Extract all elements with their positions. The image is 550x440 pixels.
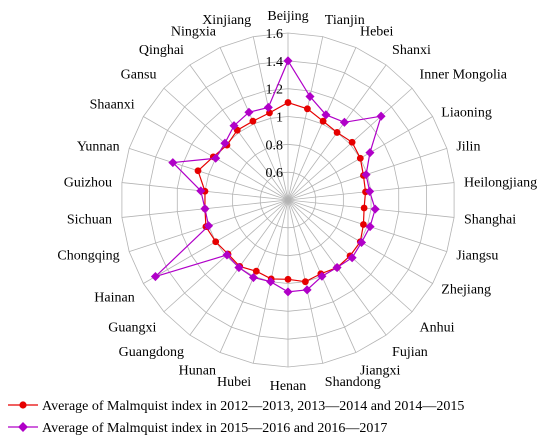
category-label: Sichuan — [67, 213, 112, 228]
grid-spoke — [287, 36, 324, 201]
data-point — [284, 99, 292, 106]
category-label: Liaoning — [441, 106, 492, 121]
category-label: Guangxi — [108, 320, 156, 335]
data-point — [196, 186, 206, 196]
category-label: Guizhou — [64, 176, 112, 191]
radial-tick-label: 1.2 — [266, 83, 284, 98]
category-label: Jiangsu — [456, 249, 498, 264]
category-label: Inner Mongolia — [420, 68, 508, 83]
category-label: Guangdong — [119, 345, 184, 360]
category-label: Jiangxi — [360, 364, 401, 379]
radial-tick-label: 1 — [276, 111, 283, 126]
data-point — [220, 138, 230, 148]
data-point — [360, 221, 367, 228]
radar-grid — [121, 32, 455, 368]
category-label: Shandong — [325, 375, 381, 390]
grid-spoke — [252, 36, 289, 201]
data-point — [365, 148, 375, 158]
grid-spoke — [129, 148, 289, 201]
category-label: Anhui — [420, 320, 455, 335]
category-label: Henan — [270, 379, 307, 394]
category-label: Xinjiang — [202, 13, 251, 28]
data-point — [244, 107, 254, 117]
series-layer — [150, 56, 386, 297]
data-point — [204, 221, 214, 231]
data-point — [229, 121, 239, 131]
data-point — [284, 275, 292, 283]
data-point — [376, 111, 386, 121]
data-point — [348, 138, 356, 146]
data-point — [212, 238, 220, 246]
data-point — [303, 105, 311, 113]
radial-tick-label: 1.6 — [266, 27, 284, 42]
radial-tick-label: 0.8 — [266, 138, 284, 153]
category-label: Fujian — [392, 345, 428, 360]
data-point — [305, 92, 315, 102]
grid-spoke — [287, 199, 455, 218]
category-label: Tianjin — [325, 13, 365, 28]
data-point — [200, 204, 210, 214]
data-point — [361, 170, 371, 180]
data-point — [360, 204, 368, 212]
data-point — [319, 117, 327, 125]
category-label: Zhejiang — [441, 283, 491, 298]
category-label: Hunan — [179, 364, 216, 379]
data-point — [283, 56, 293, 66]
category-label: Ningxia — [171, 24, 217, 39]
category-label: Yunnan — [77, 139, 120, 154]
legend-item-1: Average of Malmquist index in 2012—2013,… — [8, 399, 464, 414]
legend-label-1: Average of Malmquist index in 2012—2013,… — [42, 399, 464, 414]
data-point — [356, 237, 367, 247]
data-point — [339, 117, 349, 127]
category-label: Chongqing — [57, 249, 119, 264]
data-point — [249, 117, 257, 125]
legend-item-2: Average of Malmquist index in 2015—2016 … — [8, 421, 387, 436]
category-label: Hebei — [360, 24, 394, 39]
data-point — [211, 153, 221, 163]
legend-label-2: Average of Malmquist index in 2015—2016 … — [42, 421, 387, 436]
category-label: Shaanxi — [90, 98, 135, 113]
data-point — [321, 110, 331, 120]
category-label: Hainan — [94, 291, 134, 306]
data-point — [248, 273, 258, 283]
category-label: Shanxi — [392, 43, 431, 58]
category-label: Heilongjiang — [464, 176, 537, 191]
category-label: Hubei — [217, 375, 251, 390]
data-point — [301, 278, 309, 286]
data-point — [333, 129, 341, 136]
data-point — [283, 287, 293, 297]
legend: Average of Malmquist index in 2012—2013,… — [8, 399, 464, 436]
data-point — [370, 204, 380, 214]
data-point — [356, 154, 364, 162]
data-point — [252, 267, 260, 275]
category-label: Qinghai — [139, 43, 184, 58]
category-label: Gansu — [121, 68, 157, 83]
category-label: Jilin — [456, 139, 480, 154]
radial-tick-label: 1.4 — [266, 55, 284, 70]
data-point — [365, 222, 375, 232]
radial-tick-labels: 0.6 0.8 1 1.2 1.4 1.6 — [266, 27, 284, 181]
radial-tick-label: 0.6 — [266, 166, 284, 181]
data-point — [150, 272, 160, 282]
data-point — [263, 102, 273, 112]
category-label: Shanghai — [464, 213, 516, 228]
category-label: Beijing — [267, 9, 308, 24]
data-point — [194, 167, 202, 175]
data-point — [234, 263, 244, 273]
